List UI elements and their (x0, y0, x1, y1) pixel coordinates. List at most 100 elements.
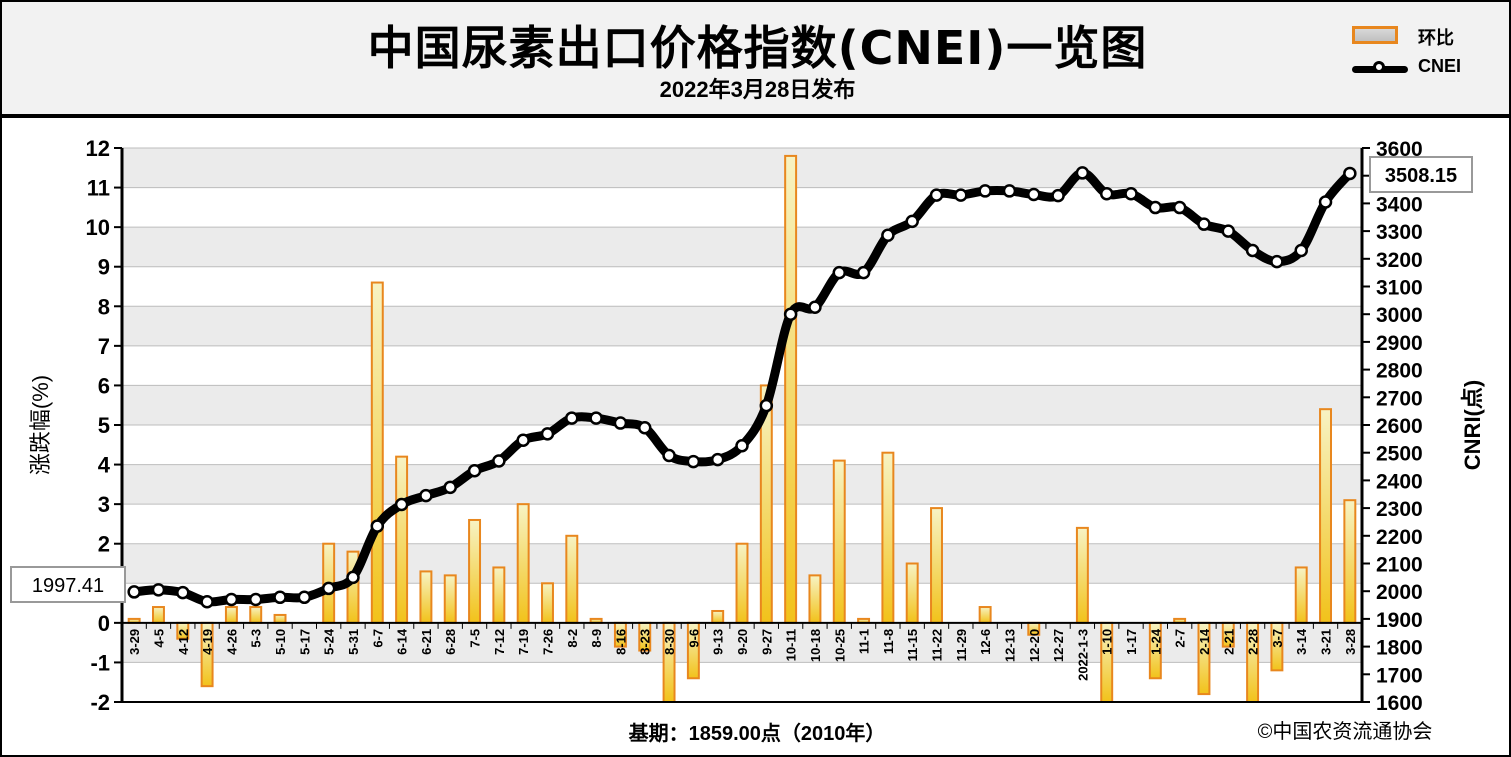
x-tick-label: 8-2 (565, 629, 580, 648)
cnei-point (686, 454, 701, 469)
x-tick-label: 2-21 (1221, 629, 1236, 655)
cnei-point (1245, 243, 1260, 258)
bar (419, 570, 433, 624)
cnei-point (1318, 195, 1333, 209)
x-tick-label: 1-17 (1124, 629, 1139, 655)
y2-tick-label: 1900 (1376, 609, 1423, 632)
cnei-point (127, 585, 141, 599)
x-tick-label: 7-19 (516, 629, 531, 655)
y-tick-label: 0 (98, 611, 110, 636)
y2-tick-label: 2600 (1376, 415, 1423, 438)
plot-band (122, 464, 1362, 505)
y2-tick-label: 3100 (1376, 277, 1423, 300)
legend-item-bar: 环比 (1352, 24, 1502, 48)
legend-bar-swatch (1352, 26, 1398, 44)
x-tick-label: 1-24 (1148, 628, 1163, 655)
x-tick-label: 7-12 (492, 629, 507, 655)
y-tick-label: 6 (98, 373, 110, 398)
x-tick-label: 4-12 (176, 629, 191, 655)
cnei-point (394, 497, 409, 512)
x-tick-label: 6-7 (370, 629, 385, 648)
bar-series (127, 154, 1357, 703)
cnei-point (1172, 200, 1187, 215)
x-tick-label: 4-26 (224, 629, 239, 655)
bar (881, 451, 895, 624)
cnei-point (881, 228, 895, 243)
start-callout-label: 1997.41 (32, 575, 104, 597)
cnei-point (273, 590, 287, 605)
bar (541, 582, 554, 624)
cnei-point (516, 433, 530, 447)
cnei-point (467, 463, 482, 478)
cnei-point (1197, 217, 1211, 231)
bar (711, 609, 725, 624)
x-tick-label: 12-20 (1027, 629, 1042, 662)
y2-tick-label: 2800 (1376, 360, 1423, 383)
cnei-point (443, 480, 457, 495)
y2-tick-label: 3300 (1376, 221, 1423, 244)
y2-tick-label: 1800 (1376, 637, 1423, 660)
x-tick-label: 6-28 (443, 629, 458, 655)
y2-tick-labels: 1600 1700 1800 1900 2000 2100 2200 2300 2400 2500… (1362, 138, 1423, 715)
chart-title: 中国尿素出口价格指数(CNEI)一览图 (367, 21, 1148, 75)
bar (516, 503, 530, 624)
x-tick-label: 10-11 (784, 629, 799, 662)
x-tick-label: 8-16 (613, 629, 628, 655)
bar (735, 542, 749, 624)
x-tick-label: 11-15 (905, 629, 920, 662)
cnei-point (1051, 188, 1065, 203)
cnei-point (370, 519, 385, 533)
y2-tick-label: 2700 (1376, 387, 1423, 410)
plot-band (122, 227, 1362, 267)
cnei-point (978, 184, 992, 198)
y2-tick-label: 1700 (1376, 664, 1423, 687)
x-tick-label: 3-14 (1294, 628, 1309, 655)
x-tick-label: 3-7 (1270, 629, 1285, 648)
cnei-point (1270, 254, 1284, 269)
cnei-point (856, 265, 871, 280)
x-tick-label: 2-28 (1246, 629, 1261, 655)
legend-line-label: CNEI (1418, 56, 1462, 76)
x-tick-label: 12-27 (1051, 629, 1066, 662)
x-tick-label: 11-29 (954, 629, 969, 662)
cnei-point (832, 265, 847, 280)
legend-bar-label: 环比 (1418, 28, 1454, 48)
x-tick-label: 12-13 (1002, 629, 1017, 662)
x-tick-label: 3-29 (127, 629, 142, 655)
x-tick-label: 2-7 (1173, 629, 1188, 648)
bar (1343, 499, 1357, 624)
cnei-point (589, 411, 603, 425)
x-tick-label: 3-21 (1319, 629, 1334, 655)
legend: 环比 CNEI (1352, 24, 1502, 84)
x-tick-label: 7-5 (468, 629, 483, 648)
x-tick-label: 9-13 (711, 629, 726, 655)
x-tick-label: 5-3 (249, 629, 264, 648)
x-tick-label: 6-14 (395, 628, 410, 655)
x-tick-label: 5-31 (346, 629, 361, 655)
y2-tick-label: 2900 (1376, 332, 1423, 355)
y-tick-label: 10 (86, 215, 110, 240)
cnei-point (662, 448, 676, 463)
legend-dot-marker (1373, 61, 1385, 73)
y2-tick-label: 3400 (1376, 193, 1423, 216)
x-tick-label: 3-28 (1343, 629, 1358, 655)
cnei-point (929, 188, 944, 202)
cnei-point (297, 590, 312, 605)
y2-tick-label: 3000 (1376, 304, 1423, 327)
cnei-point (1099, 186, 1114, 201)
y-tick-label: 12 (86, 136, 110, 161)
y-tick-label: 11 (87, 176, 110, 201)
cnei-point (565, 411, 579, 425)
y2-tick-label: 2000 (1376, 581, 1423, 604)
cnei-point (905, 214, 919, 229)
bar (930, 507, 943, 624)
y2-tick-label: 2500 (1376, 443, 1423, 466)
cnei-point (1002, 184, 1017, 198)
bar (492, 566, 506, 624)
y2-tick-label: 2300 (1376, 498, 1423, 521)
x-tick-label: 11-8 (881, 629, 896, 654)
x-tick-label: 2022-1-3 (1075, 629, 1090, 681)
y2-tick-label: 2400 (1376, 470, 1423, 493)
y-tick-label: 8 (98, 294, 110, 319)
cnei-point (248, 592, 263, 607)
